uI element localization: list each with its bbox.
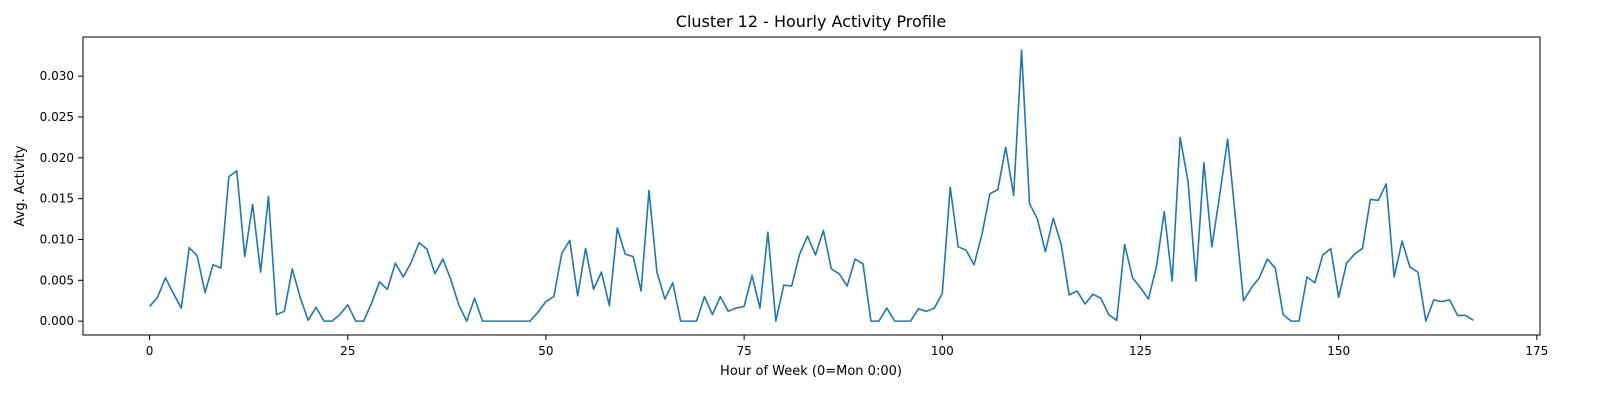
x-tick-label: 125 [1129, 344, 1152, 358]
y-tick-label: 0.010 [40, 232, 74, 246]
y-tick-label: 0.000 [40, 314, 74, 328]
y-tick-label: 0.015 [40, 192, 74, 206]
series-line [148, 49, 1474, 322]
x-axis: 0 25 50 75 100 125 150 175 [146, 335, 1548, 358]
y-tick-label: 0.030 [40, 69, 74, 83]
x-tick-label: 50 [538, 344, 553, 358]
y-tick-label: 0.020 [40, 151, 74, 165]
chart-title: Cluster 12 - Hourly Activity Profile [676, 12, 946, 31]
y-axis-label: Avg. Activity [13, 145, 28, 226]
x-tick-label: 150 [1327, 344, 1350, 358]
x-tick-label: 0 [146, 344, 154, 358]
x-tick-label: 175 [1525, 344, 1548, 358]
plot-frame [82, 36, 1541, 336]
x-axis-label: Hour of Week (0=Mon 0:00) [720, 364, 902, 379]
x-tick-label: 100 [931, 344, 954, 358]
x-tick-label: 25 [340, 344, 355, 358]
x-tick-label: 75 [736, 344, 751, 358]
y-axis: 0.000 0.005 0.010 0.015 0.020 0.025 0.030 [40, 69, 83, 328]
y-tick-label: 0.025 [40, 110, 74, 124]
y-tick-label: 0.005 [40, 273, 74, 287]
